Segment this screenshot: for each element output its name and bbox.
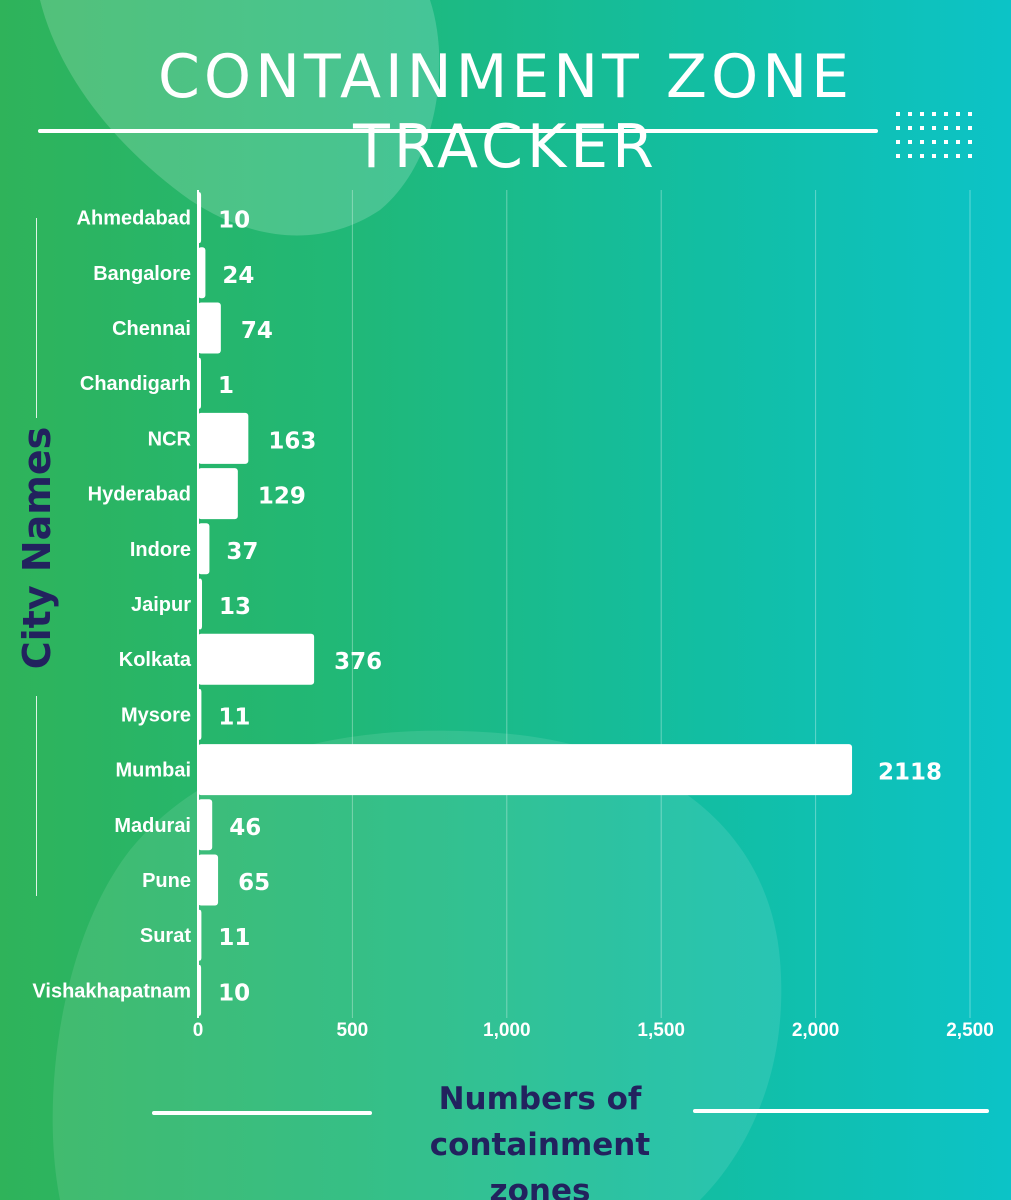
x-tick-label: 500: [337, 1020, 369, 1041]
data-label: 2118: [878, 760, 942, 786]
category-label: Jaipur: [131, 594, 191, 616]
bar: [198, 578, 203, 630]
category-label: Bangalore: [93, 263, 191, 285]
bar: [198, 468, 238, 520]
category-label: Vishakhapatnam: [32, 980, 191, 1002]
category-label: Surat: [140, 925, 191, 947]
bar: [198, 523, 210, 575]
x-axis-title: Numbers of containment zones: [429, 1081, 651, 1200]
x-title-rule-right: [693, 1109, 989, 1113]
bar: [198, 633, 315, 685]
data-label: 74: [241, 318, 273, 344]
data-label: 65: [238, 870, 270, 896]
category-label: Chandigarh: [80, 373, 191, 395]
bar: [198, 688, 202, 740]
data-label: 11: [218, 704, 250, 730]
bar: [198, 909, 202, 961]
data-label: 24: [222, 263, 254, 289]
category-label: Ahmedabad: [77, 208, 191, 230]
data-label: 37: [226, 539, 258, 565]
category-label: Kolkata: [119, 649, 192, 671]
y-axis-rule-top: [36, 218, 37, 418]
x-tick-label: 1,500: [637, 1020, 685, 1041]
bar: [198, 854, 219, 906]
bar: [198, 302, 221, 354]
category-label: Mysore: [121, 704, 191, 726]
bar: [198, 192, 202, 244]
category-label: Madurai: [114, 815, 191, 837]
bar: [198, 247, 206, 299]
data-label: 376: [334, 649, 382, 675]
x-tick-label: 1,000: [483, 1020, 531, 1041]
category-label: Indore: [130, 539, 191, 561]
y-axis-rule-bottom: [36, 696, 37, 896]
category-label: NCR: [148, 428, 192, 450]
x-tick-label: 2,000: [792, 1020, 840, 1041]
bar: [198, 744, 853, 796]
bar: [198, 799, 213, 851]
page-title: CONTAINMENT ZONE TRACKER: [157, 42, 854, 182]
bar: [198, 412, 249, 464]
category-label: Chennai: [112, 318, 191, 340]
dot-grid-decoration: [896, 112, 972, 158]
category-label: Hyderabad: [88, 484, 191, 506]
category-label: Mumbai: [115, 760, 191, 782]
category-label: Pune: [142, 870, 191, 892]
data-label: 46: [229, 815, 261, 841]
data-label: 129: [258, 484, 306, 510]
data-label: 10: [218, 980, 250, 1006]
title-underline: [38, 129, 878, 133]
data-label: 163: [268, 428, 316, 454]
data-label: 13: [219, 594, 251, 620]
bar: [198, 964, 202, 1016]
data-label: 1: [218, 373, 234, 399]
x-tick-label: 0: [193, 1020, 204, 1041]
bar: [198, 357, 201, 409]
x-tick-label: 2,500: [946, 1020, 994, 1041]
data-label: 10: [218, 208, 250, 234]
x-title-rule-left: [152, 1111, 372, 1115]
data-label: 11: [218, 925, 250, 951]
